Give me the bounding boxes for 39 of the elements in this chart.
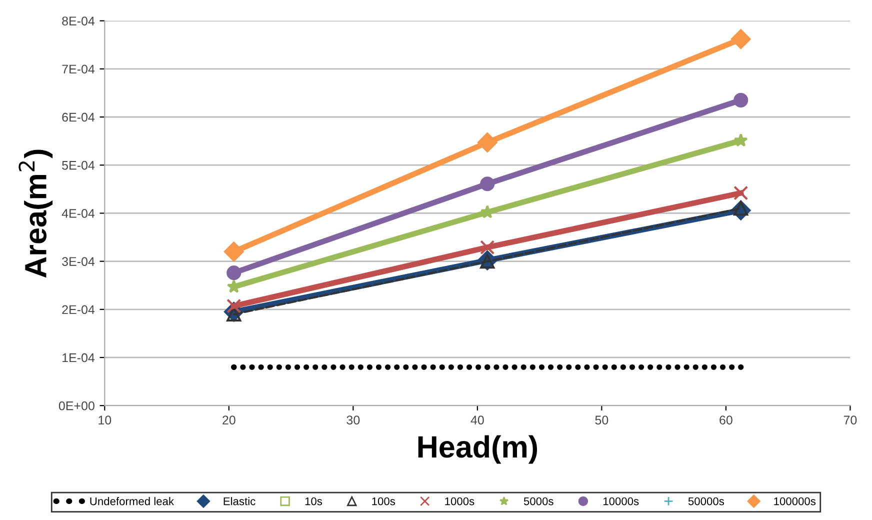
x-tick-label: 20	[222, 416, 236, 425]
y-axis-title: Area(m$^{2}$)	[18, 150, 53, 278]
y-tick-label: 2E-04	[62, 305, 95, 314]
y-tick-label: 4E-04	[62, 209, 95, 218]
legend-label: Elastic	[224, 497, 256, 506]
x-tick-label: 60	[720, 416, 732, 425]
point	[484, 364, 490, 370]
x-tick-label: 70	[844, 416, 857, 425]
x-axis-title: Head(m)	[418, 435, 538, 464]
point	[477, 132, 498, 152]
y-tick-label: 8E-04	[62, 16, 95, 26]
legend-label: 100s	[372, 497, 396, 506]
point	[480, 240, 495, 255]
y-tick-label: 0E+00	[58, 401, 94, 410]
point	[734, 133, 748, 147]
point	[480, 176, 495, 192]
y-tick-label: 5E-04	[62, 160, 95, 170]
y-tick-label: 7E-04	[62, 64, 95, 74]
y-tick-label: 3E-04	[62, 257, 95, 266]
x-tick-label: 50	[595, 416, 608, 425]
x-tick-label: 10	[98, 416, 112, 425]
point	[231, 364, 237, 370]
point	[730, 29, 751, 49]
point	[734, 186, 748, 200]
point	[734, 92, 748, 108]
point	[738, 364, 744, 370]
legend-label: 100000s	[774, 497, 816, 506]
y-tick-label: 6E-04	[62, 112, 95, 122]
legend-label: 10s	[305, 497, 322, 506]
x-tick-label: 30	[346, 416, 360, 425]
legend-label: Undeformed leak	[90, 497, 174, 506]
legend-label: 10000s	[603, 497, 639, 506]
point	[226, 266, 242, 280]
legend-label: 5000s	[524, 497, 554, 506]
point	[224, 242, 244, 262]
legend-label: 1000s	[445, 497, 474, 506]
legend-label: 50000s	[688, 497, 724, 506]
x-tick-label: 40	[470, 416, 484, 425]
y-tick-label: 1E-04	[62, 353, 95, 362]
